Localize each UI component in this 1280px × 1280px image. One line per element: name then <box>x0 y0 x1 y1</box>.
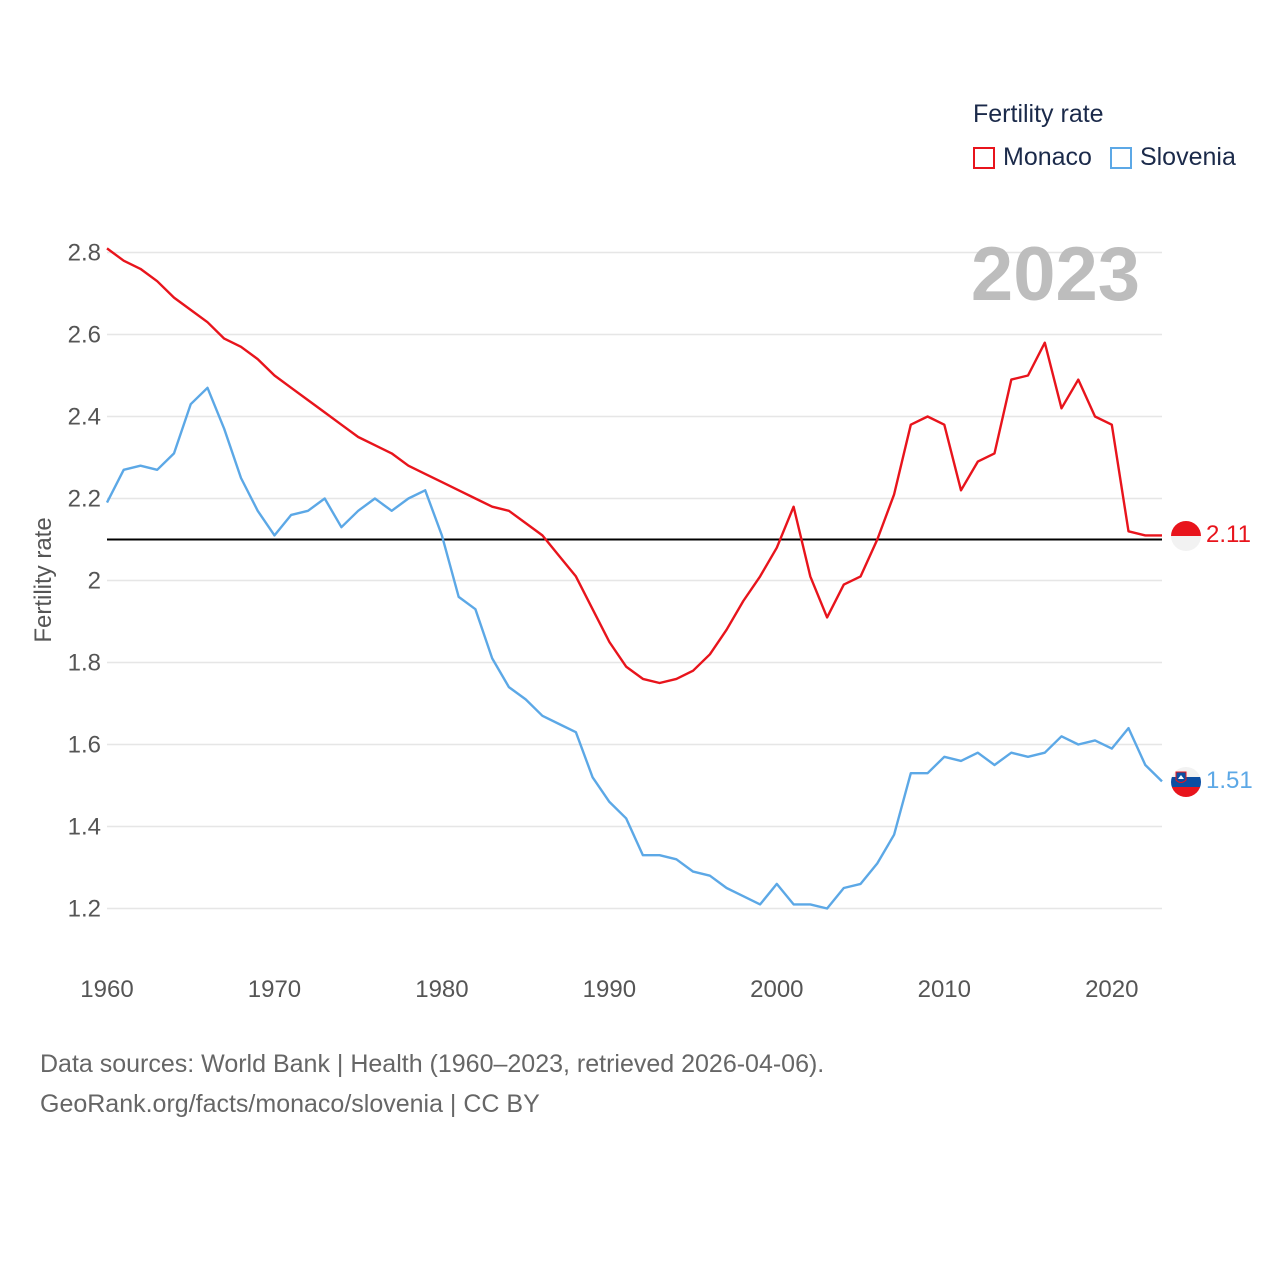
y-tick-label: 1.4 <box>68 814 101 841</box>
x-tick-label: 2000 <box>750 976 803 1003</box>
legend-item-slovenia[interactable]: Slovenia <box>1109 143 1236 172</box>
legend-title: Fertility rate <box>973 100 1104 128</box>
y-tick-label: 2 <box>88 568 101 595</box>
footer: Data sources: World Bank | Health (1960–… <box>40 1044 824 1124</box>
x-tick-label: 1960 <box>80 976 133 1003</box>
legend-label-slovenia: Slovenia <box>1139 143 1236 171</box>
y-tick-label: 2.6 <box>68 322 101 349</box>
y-tick-label: 1.2 <box>68 896 101 923</box>
monaco-end-label: 2.11 <box>1206 521 1251 548</box>
x-tick-label: 1970 <box>248 976 301 1003</box>
x-tick-label: 2010 <box>918 976 971 1003</box>
data-sources-text: Data sources: World Bank | Health (1960–… <box>40 1050 825 1078</box>
source-link-text[interactable]: GeoRank.org/facts/monaco/slovenia | CC B… <box>40 1090 540 1118</box>
series-line-slovenia <box>105 386 1163 910</box>
y-tick-label: 2.2 <box>68 486 101 513</box>
x-tick-label: 1990 <box>583 976 636 1003</box>
y-tick-label: 2.8 <box>68 240 101 267</box>
legend-swatch-slovenia <box>1109 146 1132 169</box>
grid-lines <box>107 251 1162 910</box>
slovenia-end-label: 1.51 <box>1206 767 1253 794</box>
series-lines <box>105 247 1163 910</box>
y-axis-ticks: 1.2 1.4 1.6 1.8 2 2.2 2.4 2.6 2.8 <box>68 240 101 923</box>
legend-swatch-monaco <box>973 146 995 169</box>
y-tick-label: 2.4 <box>68 404 101 431</box>
year-label: 2023 <box>971 232 1140 317</box>
slovenia-flag-icon <box>1171 767 1201 797</box>
legend-label-monaco: Monaco <box>1003 143 1092 171</box>
y-tick-label: 1.8 <box>68 650 101 677</box>
legend: Monaco Slovenia <box>973 143 1254 172</box>
x-tick-label: 1980 <box>415 976 468 1003</box>
x-tick-label: 2020 <box>1085 976 1138 1003</box>
x-axis-ticks: 1960 1970 1980 1990 2000 2010 2020 <box>80 976 1138 1003</box>
series-line-monaco <box>106 247 1162 685</box>
y-tick-label: 1.6 <box>68 732 101 759</box>
monaco-flag-icon <box>1171 521 1201 551</box>
legend-item-monaco[interactable]: Monaco <box>973 143 1092 172</box>
y-axis-title: Fertility rate <box>30 517 57 642</box>
